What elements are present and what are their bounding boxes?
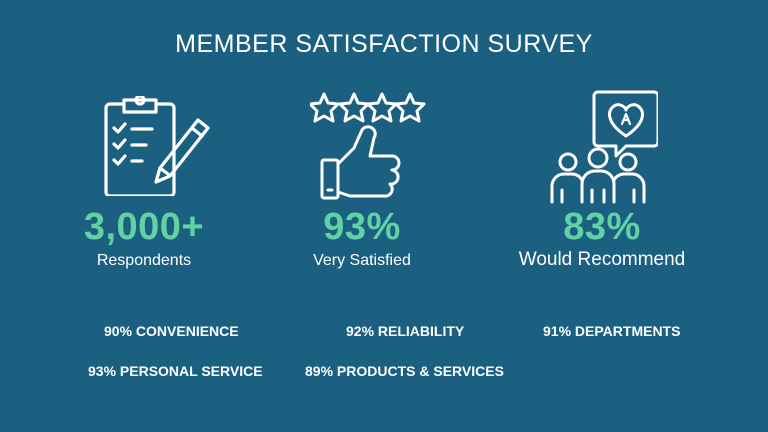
star-icon	[310, 92, 340, 123]
stat-reliability: 92% RELIABILITY	[346, 323, 464, 339]
respondents-label: Respondents	[96, 252, 192, 269]
stat-percent: 93%	[88, 363, 117, 379]
would-recommend-value: 83%	[563, 206, 641, 248]
stat-label: PRODUCTS & SERVICES	[336, 363, 504, 379]
very-satisfied-value: 93%	[323, 206, 401, 248]
star-icon	[338, 92, 370, 123]
stat-label: RELIABILITY	[377, 323, 465, 339]
star-icon	[366, 92, 398, 123]
respondents-value: 3,000+	[83, 206, 205, 248]
star-icon	[394, 92, 426, 123]
would-recommend-label: Would Recommend	[518, 249, 686, 270]
stat-percent: 92%	[346, 323, 375, 339]
stat-label: DEPARTMENTS	[574, 323, 681, 339]
stat-percent: 90%	[104, 323, 133, 339]
group-heart-bubble-icon	[550, 90, 658, 204]
stat-convenience: 90% CONVENIENCE	[104, 323, 239, 339]
stat-percent: 91%	[543, 323, 572, 339]
stat-label: PERSONAL SERVICE	[119, 363, 263, 379]
stat-departments: 91% DEPARTMENTS	[543, 323, 680, 339]
page-title: MEMBER SATISFACTION SURVEY	[175, 30, 593, 58]
clipboard-checklist-icon	[104, 96, 210, 196]
stat-percent: 89%	[305, 363, 334, 379]
stat-personal-service: 93% PERSONAL SERVICE	[88, 363, 263, 379]
very-satisfied-label: Very Satisfied	[313, 252, 411, 269]
thumbs-up-stars-icon	[310, 92, 426, 200]
stat-products-services: 89% PRODUCTS & SERVICES	[305, 363, 504, 379]
stat-label: CONVENIENCE	[135, 323, 239, 339]
